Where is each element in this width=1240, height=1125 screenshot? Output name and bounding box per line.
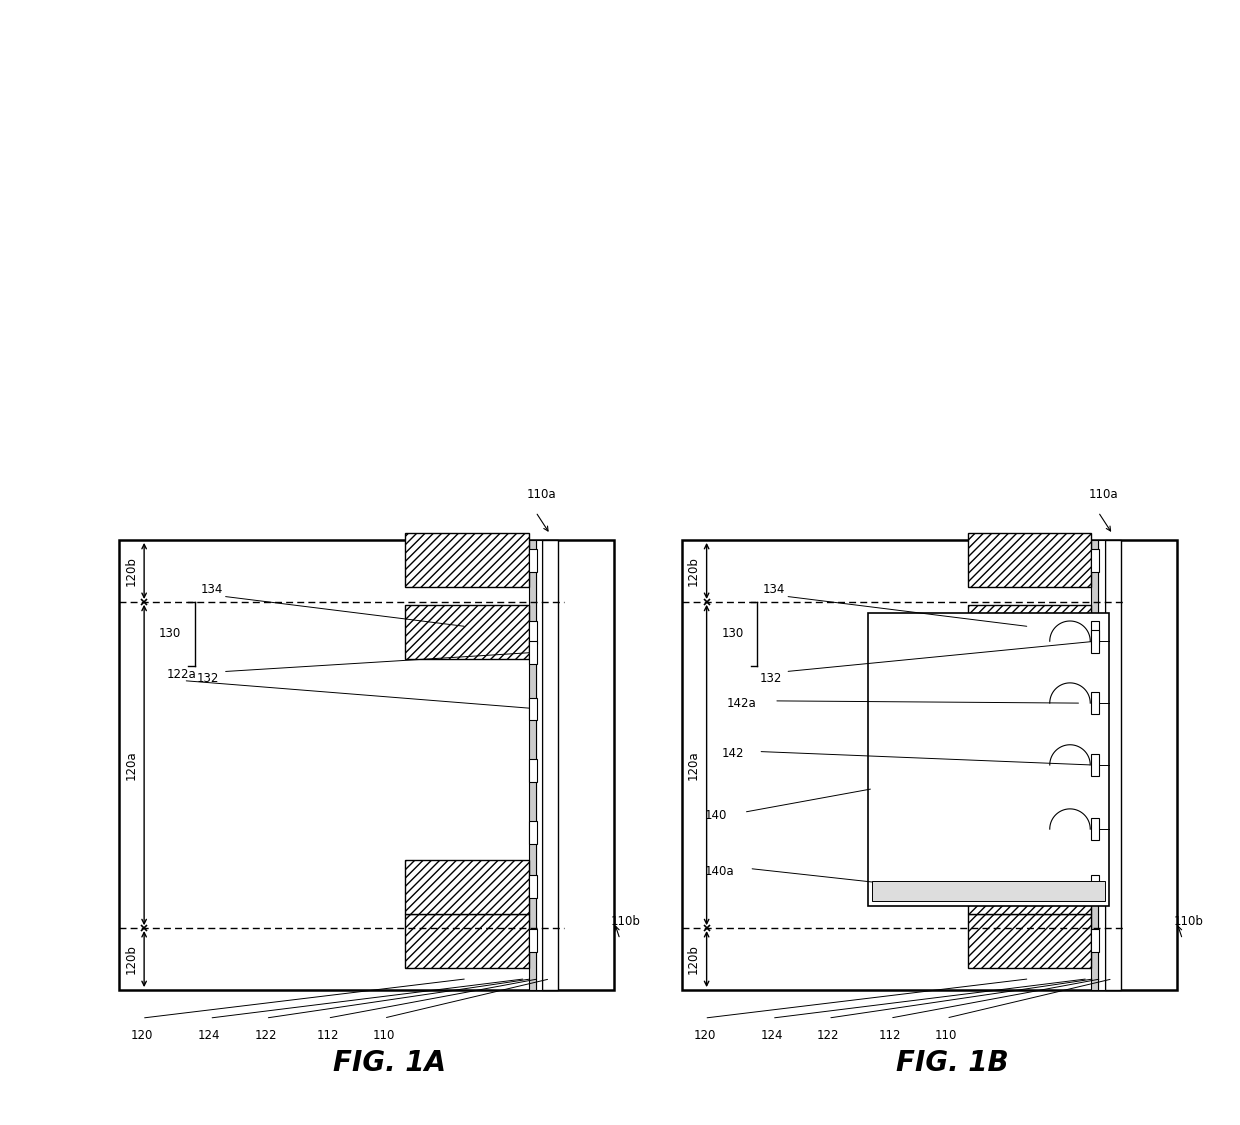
Text: 110: 110 <box>372 1029 394 1043</box>
Text: 112: 112 <box>879 1029 901 1043</box>
Text: 142: 142 <box>722 747 744 760</box>
Bar <box>872 881 1105 901</box>
Text: 132: 132 <box>759 672 782 685</box>
Bar <box>1091 692 1099 714</box>
Bar <box>1099 540 1105 990</box>
Text: 120b: 120b <box>124 556 138 586</box>
Text: 120b: 120b <box>687 944 699 974</box>
Text: 120a: 120a <box>124 750 138 780</box>
Text: 134: 134 <box>201 583 223 596</box>
Text: 110: 110 <box>935 1029 957 1043</box>
Bar <box>1091 929 1099 952</box>
Bar <box>529 929 537 952</box>
Text: 142a: 142a <box>727 696 756 710</box>
Text: 112: 112 <box>316 1029 339 1043</box>
Text: 110b: 110b <box>1173 915 1203 928</box>
Bar <box>967 914 1091 968</box>
Text: 120: 120 <box>130 1029 153 1043</box>
Bar <box>405 914 529 968</box>
Text: 130: 130 <box>159 628 181 640</box>
Bar <box>1091 875 1099 898</box>
Bar <box>967 860 1091 914</box>
Text: 110b: 110b <box>610 915 641 928</box>
Text: 120: 120 <box>693 1029 715 1043</box>
Text: 140: 140 <box>704 809 727 822</box>
Bar <box>529 759 537 782</box>
Bar <box>1091 754 1099 776</box>
Bar <box>542 540 558 990</box>
Text: 132: 132 <box>197 672 219 685</box>
Bar <box>1091 549 1099 572</box>
Bar <box>868 613 1110 906</box>
Text: 122: 122 <box>817 1029 839 1043</box>
Text: 140a: 140a <box>704 865 734 879</box>
Bar <box>967 533 1091 587</box>
Text: 120b: 120b <box>124 944 138 974</box>
Bar <box>405 860 529 914</box>
Text: 122a: 122a <box>166 668 196 682</box>
Bar <box>682 540 1177 990</box>
Bar <box>1091 818 1099 840</box>
Bar <box>1091 621 1099 643</box>
Bar <box>529 821 537 844</box>
Text: FIG. 1B: FIG. 1B <box>895 1050 1008 1077</box>
Bar <box>529 549 537 572</box>
Bar <box>1105 540 1121 990</box>
Text: 124: 124 <box>760 1029 784 1043</box>
Bar <box>1091 540 1099 990</box>
Bar <box>967 605 1091 659</box>
Bar <box>1091 630 1099 652</box>
Bar <box>405 533 529 587</box>
Bar <box>529 540 536 990</box>
Text: 134: 134 <box>763 583 785 596</box>
Text: 130: 130 <box>722 628 744 640</box>
Text: 110a: 110a <box>1089 487 1118 501</box>
Text: 124: 124 <box>198 1029 221 1043</box>
Bar <box>405 605 529 659</box>
Text: 110a: 110a <box>527 487 556 501</box>
Bar <box>119 540 614 990</box>
Bar <box>529 698 537 720</box>
Text: FIG. 1A: FIG. 1A <box>332 1050 446 1077</box>
Text: 122: 122 <box>254 1029 277 1043</box>
Text: 120b: 120b <box>687 556 699 586</box>
Text: 120a: 120a <box>687 750 699 780</box>
Bar <box>529 621 537 643</box>
Bar <box>529 875 537 898</box>
Bar <box>529 641 537 664</box>
Bar <box>536 540 542 990</box>
